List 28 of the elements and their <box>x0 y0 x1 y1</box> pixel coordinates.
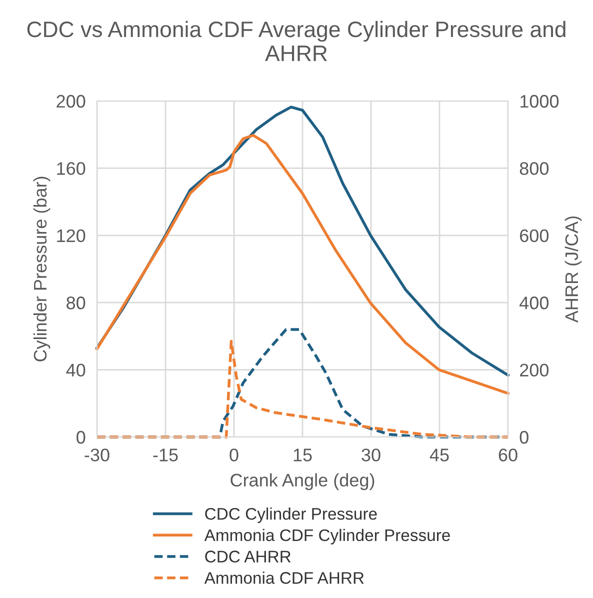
x-tick-label: 45 <box>430 448 449 462</box>
chart-title: CDC vs Ammonia CDF Average Cylinder Pressure and AHRR <box>27 20 566 61</box>
x-tick-label: -15 <box>153 448 178 462</box>
x-tick-label: 30 <box>362 448 380 462</box>
x-tick-label: 60 <box>498 448 518 462</box>
y-tick-label: 160 <box>57 162 86 175</box>
x-tick-label: 0 <box>230 448 238 462</box>
y-tick-label: 200 <box>56 94 86 108</box>
y2-tick-label: 200 <box>520 364 549 377</box>
y2-tick-label: 1000 <box>520 94 559 108</box>
line-series <box>96 134 510 395</box>
x-axis-title: Crank Angle (deg) <box>230 473 374 490</box>
y2-axis-title: AHRR (J/CA) <box>564 216 582 323</box>
y2-tick-label: 600 <box>520 229 549 242</box>
y2-tick-label: 0 <box>520 430 528 444</box>
legend-label: Ammonia CDF Cylinder Pressure <box>204 528 450 544</box>
legend-label: CDC AHRR <box>205 550 291 562</box>
legend-label: CDC Cylinder Pressure <box>205 508 377 524</box>
legend-label: Ammonia CDF AHRR <box>204 572 364 584</box>
y-axis-title: Cylinder Pressure (bar) <box>33 176 50 362</box>
y2-tick-label: 400 <box>520 296 549 310</box>
x-tick-label: 15 <box>294 448 312 462</box>
y-tick-label: 120 <box>57 229 86 242</box>
y-tick-label: 0 <box>76 430 86 444</box>
x-tick-label: -30 <box>84 448 110 462</box>
y-tick-label: 80 <box>66 296 86 310</box>
y-tick-label: 40 <box>66 364 86 377</box>
y2-tick-label: 800 <box>520 162 549 175</box>
